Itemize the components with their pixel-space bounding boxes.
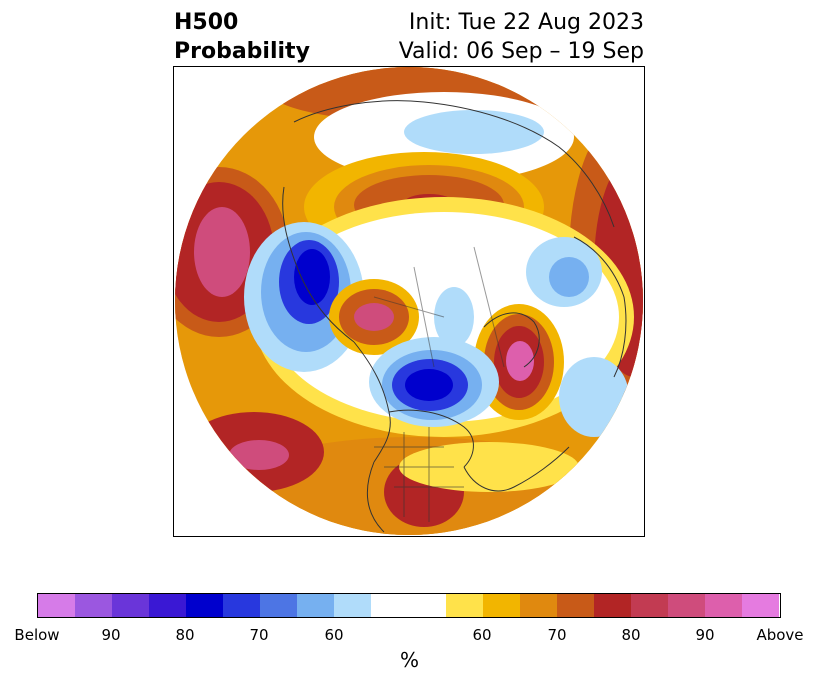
below-arctic-60 bbox=[434, 287, 474, 347]
title-variable: Probability bbox=[174, 39, 310, 64]
coast-atlantic-us bbox=[463, 446, 570, 492]
coast-hudson bbox=[388, 409, 474, 468]
colorbar-segment bbox=[149, 594, 186, 617]
below-blob-north bbox=[404, 110, 544, 154]
above-atlantic-south-60 bbox=[399, 442, 579, 492]
colorbar-tick-label: 70 bbox=[547, 626, 567, 644]
colorbar-tick-label: 90 bbox=[101, 626, 121, 644]
map-dates: Init: Tue 22 Aug 2023 Valid: 06 Sep – 19… bbox=[399, 8, 644, 66]
colorbar-tick-label: Below bbox=[14, 626, 60, 644]
colorbar-segment bbox=[668, 594, 705, 617]
colorbar-labels: Below 90 80 70 60 60 70 80 90 Above bbox=[0, 626, 819, 646]
colorbar-segment bbox=[483, 594, 520, 617]
colorbar-tick-label: 70 bbox=[249, 626, 269, 644]
coast-eurasia-north bbox=[293, 100, 615, 228]
colorbar-tick-label: 60 bbox=[324, 626, 344, 644]
colorbar-tick-label: 80 bbox=[175, 626, 195, 644]
colorbar-segment bbox=[186, 594, 223, 617]
colorbar-tick-label: Above bbox=[756, 626, 804, 644]
colorbar-segment bbox=[446, 594, 483, 617]
map-title: H500 Probability bbox=[174, 8, 310, 66]
below-left-90 bbox=[294, 249, 330, 305]
state-borders bbox=[374, 427, 464, 522]
coastlines bbox=[282, 100, 627, 533]
above-southwest-max bbox=[229, 440, 289, 470]
below-canada-90 bbox=[405, 369, 453, 401]
colorbar-segment bbox=[594, 594, 631, 617]
colorbar-segment bbox=[742, 594, 779, 617]
colorbar-segment bbox=[297, 594, 334, 617]
init-date: Init: Tue 22 Aug 2023 bbox=[408, 10, 644, 35]
colorbar-segment bbox=[75, 594, 112, 617]
above-west-max bbox=[194, 207, 250, 297]
colorbar-segment bbox=[260, 594, 297, 617]
polar-map bbox=[175, 67, 643, 535]
below-east-70 bbox=[549, 257, 589, 297]
colorbar-segment bbox=[223, 594, 260, 617]
title-field: H500 bbox=[174, 10, 239, 35]
colorbar-segment bbox=[631, 594, 668, 617]
colorbar-tick-label: 90 bbox=[695, 626, 715, 644]
colorbar-tick-label: 60 bbox=[472, 626, 492, 644]
valid-dates: Valid: 06 Sep – 19 Sep bbox=[398, 39, 644, 64]
country-borders bbox=[373, 246, 505, 368]
colorbar-segment bbox=[38, 594, 75, 617]
colorbar-tick-label: 80 bbox=[621, 626, 641, 644]
above-beaufort-max bbox=[354, 303, 394, 331]
below-southeast-60 bbox=[559, 357, 629, 437]
colorbar-unit: % bbox=[399, 648, 419, 672]
coast-asia-east bbox=[282, 186, 355, 343]
coast-europe bbox=[573, 236, 627, 378]
map-panel bbox=[173, 66, 645, 537]
colorbar-segment bbox=[520, 594, 557, 617]
colorbar-segment bbox=[371, 594, 446, 617]
above-atlantic-max bbox=[506, 341, 534, 381]
coast-greenland bbox=[483, 312, 540, 368]
colorbar-segment bbox=[705, 594, 742, 617]
coast-pacific-us bbox=[366, 461, 385, 533]
probability-field bbox=[175, 67, 643, 535]
colorbar-segment bbox=[334, 594, 371, 617]
colorbar-segment bbox=[112, 594, 149, 617]
coast-alaska-west bbox=[353, 341, 391, 463]
colorbar-segment bbox=[557, 594, 594, 617]
colorbar bbox=[37, 593, 781, 618]
